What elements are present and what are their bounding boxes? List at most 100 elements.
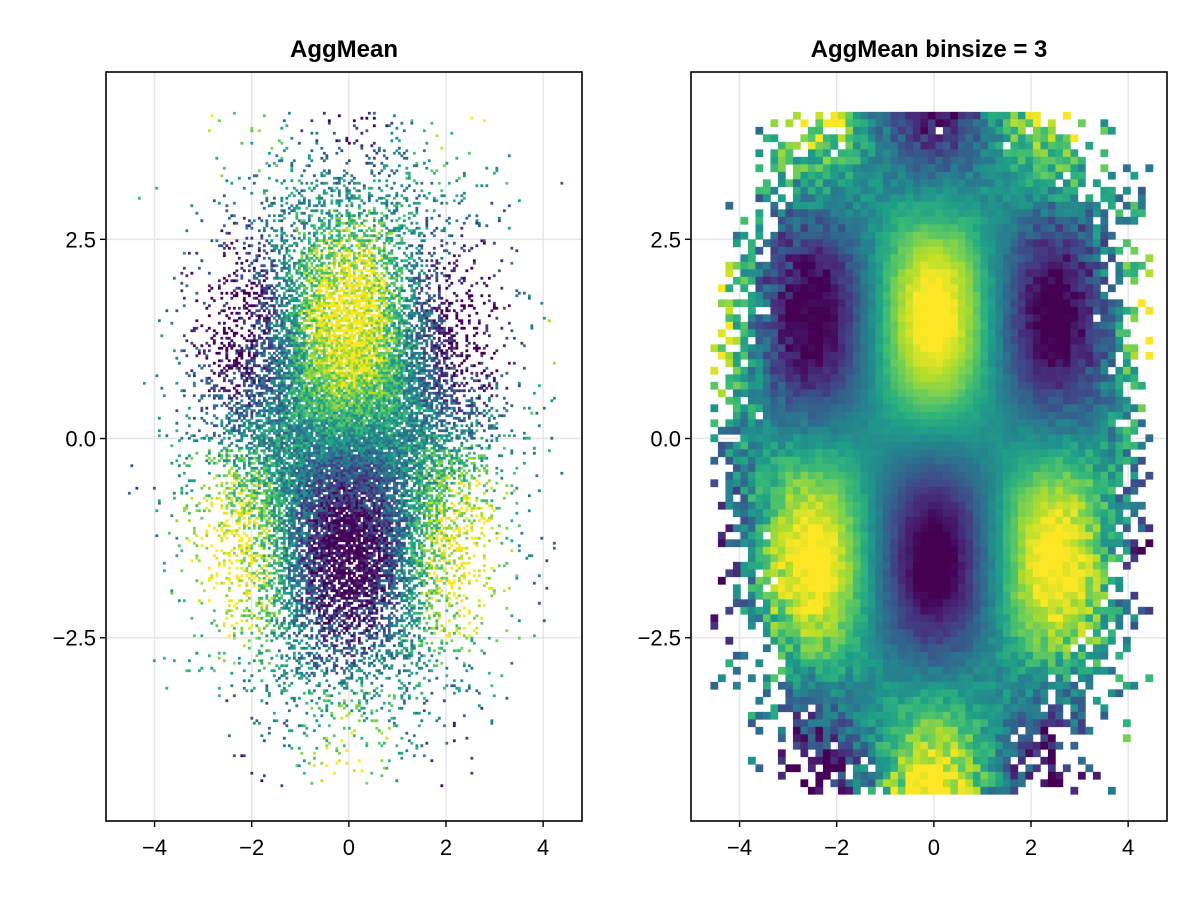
heatmap-cell: [280, 354, 284, 358]
heatmap-cell: [342, 386, 346, 390]
heatmap-cell: [355, 399, 359, 403]
heatmap-cell: [405, 314, 409, 318]
heatmap-cell: [315, 396, 319, 400]
heatmap-cell: [267, 406, 271, 410]
heatmap-cell: [292, 306, 296, 310]
heatmap-cell: [377, 341, 381, 345]
heatmap-cell: [427, 311, 431, 315]
heatmap-cell: [392, 204, 396, 208]
heatmap-cell: [327, 219, 331, 223]
heatmap-cell: [337, 406, 341, 410]
heatmap-cell: [360, 269, 364, 273]
heatmap-cell: [352, 266, 356, 270]
heatmap-cell: [412, 266, 416, 270]
heatmap-cell: [375, 266, 379, 270]
heatmap-cell: [450, 384, 454, 388]
heatmap-cell: [437, 394, 441, 398]
heatmap-cell: [292, 159, 296, 163]
heatmap-cell: [292, 319, 296, 323]
heatmap-cell: [362, 341, 366, 345]
heatmap-cell: [417, 336, 421, 340]
heatmap-cell: [365, 371, 369, 375]
heatmap-cell: [212, 329, 216, 333]
heatmap-cell: [380, 344, 384, 348]
heatmap-cell: [390, 276, 394, 280]
heatmap-cell: [415, 404, 419, 408]
heatmap-cell: [490, 386, 494, 390]
heatmap-cell: [382, 384, 386, 388]
heatmap-cell: [422, 389, 426, 393]
heatmap-cell: [322, 391, 326, 395]
heatmap-cell: [367, 186, 371, 190]
heatmap-cell: [287, 399, 291, 403]
heatmap-cell: [345, 314, 349, 318]
heatmap-cell: [260, 394, 264, 398]
heatmap-cell: [297, 391, 301, 395]
heatmap-cell: [370, 361, 374, 365]
heatmap-cell: [415, 356, 419, 360]
heatmap-cell: [417, 361, 421, 365]
heatmap-cell: [455, 344, 459, 348]
heatmap-cell: [387, 311, 391, 315]
heatmap-cell: [300, 189, 304, 193]
heatmap-cell: [332, 366, 336, 370]
heatmap-cell: [395, 261, 399, 265]
heatmap-cell: [317, 306, 321, 310]
heatmap-cell: [342, 249, 346, 253]
heatmap-cell: [222, 224, 226, 228]
heatmap-cell: [402, 406, 406, 410]
heatmap-cell: [377, 329, 381, 333]
heatmap-cell: [330, 374, 334, 378]
heatmap-cell: [275, 371, 279, 375]
heatmap-cell: [337, 224, 341, 228]
heatmap-cell: [370, 339, 374, 343]
heatmap-cell: [180, 281, 184, 285]
heatmap-cell: [302, 299, 306, 303]
heatmap-cell: [305, 274, 309, 278]
heatmap-cell: [407, 184, 411, 188]
heatmap-cell: [410, 391, 414, 395]
heatmap-cell: [427, 159, 431, 163]
heatmap-cell: [222, 386, 226, 390]
heatmap-cell: [347, 234, 351, 238]
heatmap-cell: [320, 289, 324, 293]
heatmap-cell: [240, 406, 244, 410]
heatmap-cell: [370, 329, 374, 333]
heatmap-cell: [445, 314, 449, 318]
heatmap-cell: [272, 294, 276, 298]
heatmap-cell: [282, 339, 286, 343]
heatmap-cell: [357, 286, 361, 290]
heatmap-cell: [305, 371, 309, 375]
heatmap-cell: [362, 346, 366, 350]
heatmap-cell: [200, 259, 204, 263]
heatmap-cell: [412, 279, 416, 283]
heatmap-cell: [435, 199, 439, 203]
heatmap-cell: [227, 401, 231, 405]
heatmap-cell: [420, 326, 424, 330]
heatmap-cell: [472, 261, 476, 265]
heatmap-cell: [380, 279, 384, 283]
heatmap-cell: [372, 256, 376, 260]
heatmap-cell: [227, 344, 231, 348]
heatmap-cell: [425, 369, 429, 373]
heatmap-cell: [307, 216, 311, 220]
heatmap-cell: [412, 291, 416, 295]
heatmap-cell: [277, 276, 281, 280]
heatmap-cell: [422, 404, 426, 408]
heatmap-cell: [292, 194, 296, 198]
heatmap-cell: [360, 356, 364, 360]
heatmap-cell: [305, 271, 309, 275]
heatmap-cell: [287, 371, 291, 375]
heatmap-cell: [397, 151, 401, 155]
heatmap-cell: [402, 391, 406, 395]
heatmap-cell: [325, 154, 329, 158]
heatmap-cell: [435, 321, 439, 325]
heatmap-cell: [277, 384, 281, 388]
heatmap-cell: [400, 384, 404, 388]
heatmap-cell: [322, 191, 326, 195]
heatmap-cell: [397, 146, 401, 150]
heatmap-cell: [235, 401, 239, 405]
heatmap-cell: [217, 394, 221, 398]
heatmap-cell: [467, 296, 471, 300]
heatmap-cell: [435, 346, 439, 350]
